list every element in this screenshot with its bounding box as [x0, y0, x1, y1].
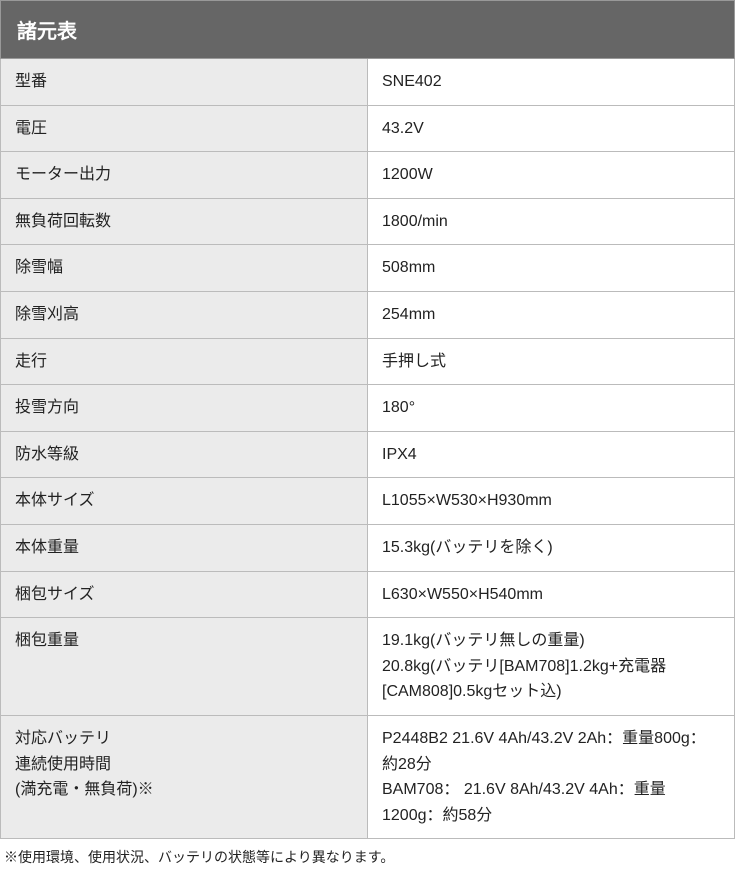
table-title: 諸元表: [1, 1, 735, 59]
row-label: 防水等級: [1, 431, 368, 478]
row-value: L1055×W530×H930mm: [368, 478, 735, 525]
row-label: 走行: [1, 338, 368, 385]
spec-table: 諸元表 型番SNE402電圧43.2Vモーター出力1200W無負荷回転数1800…: [0, 0, 735, 839]
row-value: 1200W: [368, 152, 735, 199]
row-label: 除雪刈高: [1, 291, 368, 338]
table-row: 本体重量15.3kg(バッテリを除く): [1, 524, 735, 571]
table-row: 本体サイズL1055×W530×H930mm: [1, 478, 735, 525]
row-value: 15.3kg(バッテリを除く): [368, 524, 735, 571]
row-label: 除雪幅: [1, 245, 368, 292]
row-label: 型番: [1, 59, 368, 106]
row-label: 電圧: [1, 105, 368, 152]
table-body: 型番SNE402電圧43.2Vモーター出力1200W無負荷回転数1800/min…: [1, 59, 735, 839]
row-value: 1800/min: [368, 198, 735, 245]
row-value: 19.1kg(バッテリ無しの重量) 20.8kg(バッテリ[BAM708]1.2…: [368, 618, 735, 716]
table-row: 無負荷回転数1800/min: [1, 198, 735, 245]
row-value: 254mm: [368, 291, 735, 338]
row-value: 508mm: [368, 245, 735, 292]
table-row: 対応バッテリ 連続使用時間 (満充電・無負荷)※P2448B2 21.6V 4A…: [1, 715, 735, 838]
table-row: 梱包重量19.1kg(バッテリ無しの重量) 20.8kg(バッテリ[BAM708…: [1, 618, 735, 716]
table-row: 除雪刈高254mm: [1, 291, 735, 338]
table-row: 投雪方向180°: [1, 385, 735, 432]
row-label: 本体重量: [1, 524, 368, 571]
table-row: 走行手押し式: [1, 338, 735, 385]
table-row: 防水等級IPX4: [1, 431, 735, 478]
table-row: 梱包サイズL630×W550×H540mm: [1, 571, 735, 618]
row-value: SNE402: [368, 59, 735, 106]
row-label: 梱包サイズ: [1, 571, 368, 618]
row-value: L630×W550×H540mm: [368, 571, 735, 618]
row-value: 180°: [368, 385, 735, 432]
row-value: P2448B2 21.6V 4Ah/43.2V 2Ah：重量800g：約28分 …: [368, 715, 735, 838]
table-row: モーター出力1200W: [1, 152, 735, 199]
footnote: ※使用環境、使用状況、バッテリの状態等により異なります。: [0, 839, 735, 875]
row-label: 無負荷回転数: [1, 198, 368, 245]
row-label: モーター出力: [1, 152, 368, 199]
row-label: 対応バッテリ 連続使用時間 (満充電・無負荷)※: [1, 715, 368, 838]
row-label: 本体サイズ: [1, 478, 368, 525]
row-label: 投雪方向: [1, 385, 368, 432]
row-value: 手押し式: [368, 338, 735, 385]
row-value: 43.2V: [368, 105, 735, 152]
table-row: 型番SNE402: [1, 59, 735, 106]
table-row: 電圧43.2V: [1, 105, 735, 152]
table-row: 除雪幅508mm: [1, 245, 735, 292]
row-value: IPX4: [368, 431, 735, 478]
row-label: 梱包重量: [1, 618, 368, 716]
